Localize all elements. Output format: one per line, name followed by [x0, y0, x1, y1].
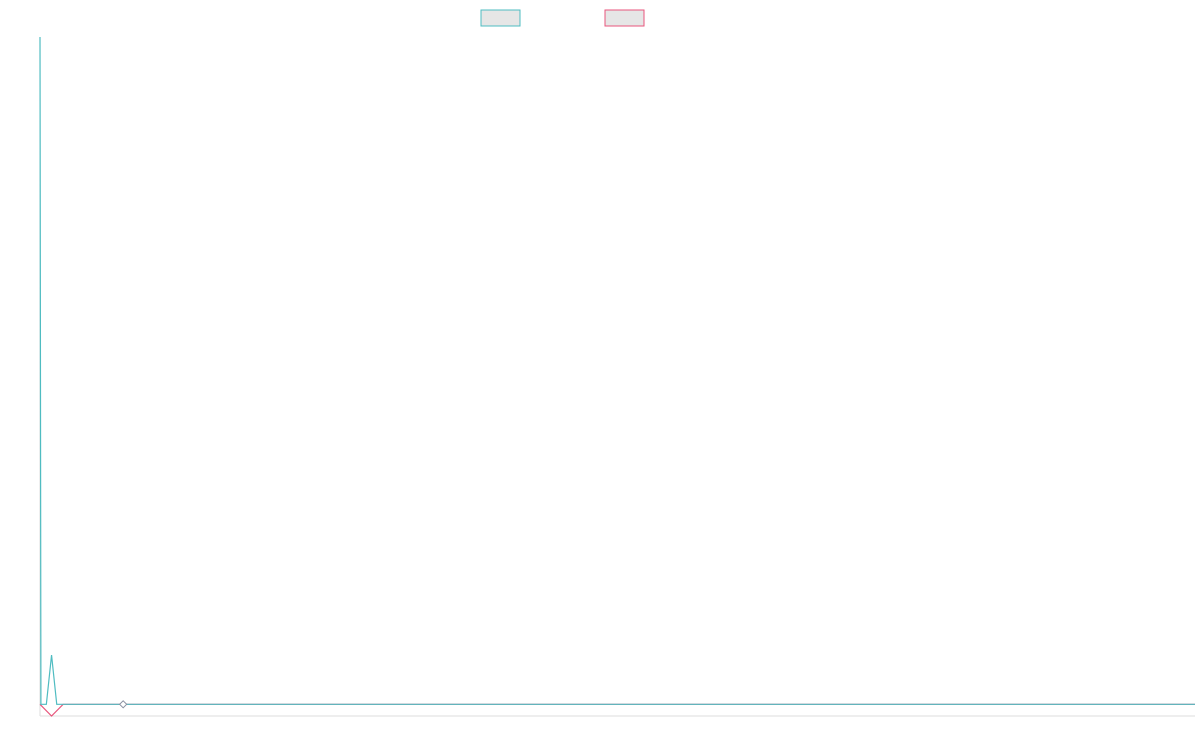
legend-swatch-series-1[interactable]	[480, 9, 521, 27]
marker-layer	[118, 700, 128, 709]
legend-swatch-series-2[interactable]	[604, 9, 645, 27]
series-1-line	[39, 36, 1195, 705]
series-layer	[39, 36, 1195, 717]
legend	[480, 9, 645, 27]
series-2-line	[39, 703, 1195, 717]
data-point-marker[interactable]	[118, 700, 128, 709]
axes	[39, 37, 1195, 717]
